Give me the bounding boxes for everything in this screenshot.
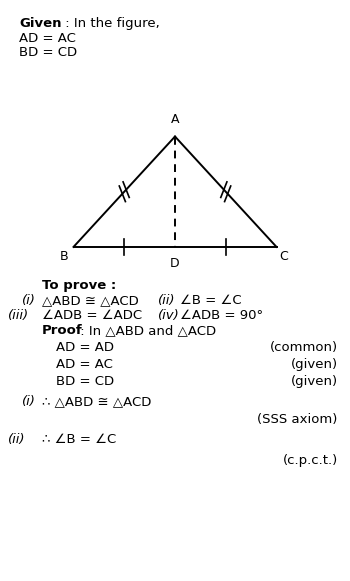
Text: To prove :: To prove : (42, 279, 116, 292)
Text: ∠B = ∠C: ∠B = ∠C (180, 294, 242, 307)
Text: (iv): (iv) (158, 309, 179, 322)
Text: ∠ADB = 90°: ∠ADB = 90° (180, 309, 263, 322)
Text: AD = AC: AD = AC (19, 32, 76, 45)
Text: (common): (common) (270, 341, 338, 354)
Text: (given): (given) (290, 358, 338, 371)
Text: AD = AC: AD = AC (56, 358, 113, 371)
Text: (given): (given) (290, 375, 338, 388)
Text: BD = CD: BD = CD (56, 375, 114, 388)
Text: (SSS axiom): (SSS axiom) (257, 413, 338, 425)
Text: AD = AD: AD = AD (56, 341, 114, 354)
Text: Proof: Proof (42, 324, 83, 337)
Text: △ABD ≅ △ACD: △ABD ≅ △ACD (42, 294, 139, 307)
Text: : In △ABD and △ACD: : In △ABD and △ACD (76, 324, 216, 337)
Text: C: C (280, 250, 288, 263)
Text: (i): (i) (22, 294, 36, 307)
Text: D: D (170, 257, 180, 270)
Text: (iii): (iii) (8, 309, 29, 322)
Text: (ii): (ii) (158, 294, 175, 307)
Text: ∴ ∠B = ∠C: ∴ ∠B = ∠C (42, 433, 116, 446)
Text: (c.p.c.t.): (c.p.c.t.) (282, 454, 338, 467)
Text: : In the figure,: : In the figure, (61, 17, 160, 30)
Text: ∴ △ABD ≅ △ACD: ∴ △ABD ≅ △ACD (42, 395, 151, 408)
Text: (ii): (ii) (8, 433, 25, 446)
Text: Given: Given (19, 17, 62, 30)
Text: B: B (60, 250, 69, 263)
Text: ∠ADB = ∠ADC: ∠ADB = ∠ADC (42, 309, 142, 322)
Text: (i): (i) (22, 395, 36, 408)
Text: BD = CD: BD = CD (19, 46, 77, 59)
Text: A: A (171, 113, 179, 126)
